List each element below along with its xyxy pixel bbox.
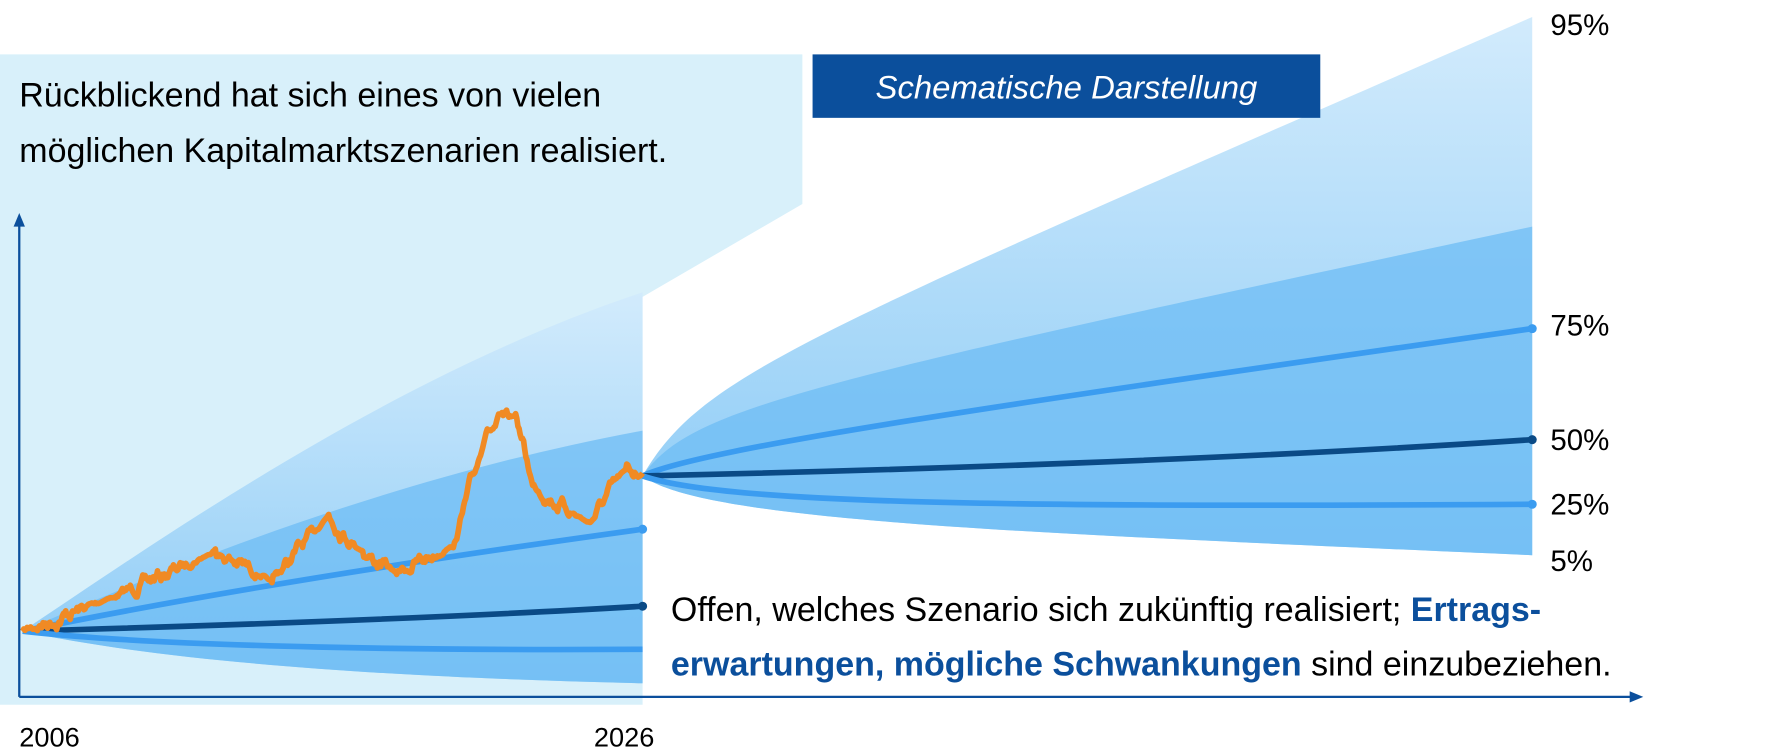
past-75-line <box>22 526 643 634</box>
percentile-label: 5% <box>1550 545 1593 578</box>
x-label: 2026 <box>594 722 654 749</box>
outlook-line: erwartungen, mögliche Schwankungen sind … <box>671 645 1612 683</box>
outlook-line: Offen, welches Szenario sich zukünftig r… <box>671 591 1541 629</box>
dot <box>638 601 648 611</box>
realized-path <box>20 407 645 634</box>
dot <box>1527 324 1537 334</box>
past-25-line <box>22 628 643 653</box>
outlook-text: Offen, welches Szenario sich zukünftig r… <box>671 591 1411 629</box>
retro-line: Rückblickend hat sich eines von vielen <box>19 77 601 115</box>
future-25-line <box>641 473 1533 509</box>
past-inner-band <box>22 430 643 684</box>
retro-line: möglichen Kapitalmarktszenarien realisie… <box>19 132 667 170</box>
percentile-label: 95% <box>1550 9 1609 42</box>
outlook-bold: Ertrags- <box>1411 591 1541 629</box>
dot <box>1527 499 1537 509</box>
badge-box <box>812 54 1321 118</box>
y-arrow <box>13 213 25 227</box>
dot <box>1527 435 1537 445</box>
outlook-bold: erwartungen, mögliche Schwankungen <box>671 645 1302 683</box>
percentile-label: 25% <box>1550 488 1609 521</box>
dot <box>638 524 648 534</box>
past-50-line <box>22 603 643 634</box>
outlook-text: sind einzubeziehen. <box>1302 645 1612 683</box>
x-label: 2006 <box>19 722 79 749</box>
percentile-label: 50% <box>1550 424 1609 457</box>
future-75-line <box>641 325 1533 479</box>
x-arrow <box>1629 691 1644 703</box>
future-50-line <box>642 436 1533 479</box>
percentile-label: 75% <box>1550 309 1609 342</box>
badge: Schematische Darstellung <box>876 69 1258 106</box>
